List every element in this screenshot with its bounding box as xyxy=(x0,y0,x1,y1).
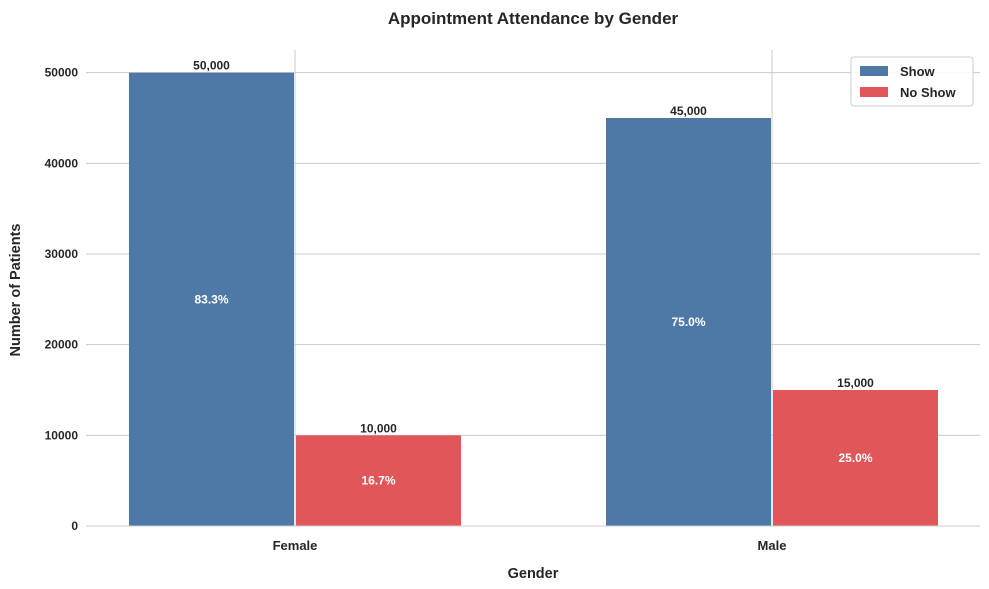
bar xyxy=(296,435,461,526)
bar-value-label: 15,000 xyxy=(837,376,874,390)
axes: 0 10000 20000 30000 40000 50000 Female Male xyxy=(45,66,980,553)
legend-swatch-show xyxy=(860,66,888,76)
y-tick-label: 20000 xyxy=(45,338,79,352)
bar-percent-label: 16.7% xyxy=(361,474,395,488)
bar-value-label: 45,000 xyxy=(670,104,707,118)
bar xyxy=(773,390,938,526)
y-tick-label: 40000 xyxy=(45,156,79,170)
bar-percent-label: 75.0% xyxy=(671,315,705,329)
legend-label-no-show: No Show xyxy=(900,85,956,100)
y-tick-label: 0 xyxy=(71,519,78,533)
bar-percent-label: 83.3% xyxy=(194,292,228,306)
legend-swatch-no-show xyxy=(860,87,888,97)
legend: Show No Show xyxy=(850,56,974,107)
x-tick-label: Male xyxy=(758,538,787,553)
y-tick-label: 30000 xyxy=(45,247,79,261)
bar-percent-label: 25.0% xyxy=(838,451,872,465)
bar xyxy=(606,118,771,526)
bar-value-label: 10,000 xyxy=(360,421,397,435)
chart-title: Appointment Attendance by Gender xyxy=(388,9,679,28)
x-axis-label: Gender xyxy=(508,566,559,582)
legend-label-show: Show xyxy=(900,64,936,79)
y-tick-label: 10000 xyxy=(45,428,79,442)
y-axis-label: Number of Patients xyxy=(8,224,24,357)
y-tick-label: 50000 xyxy=(45,66,79,80)
bar-value-label: 50,000 xyxy=(193,59,230,73)
bar xyxy=(129,72,294,527)
bars xyxy=(129,72,938,527)
x-tick-label: Female xyxy=(273,538,318,553)
data-labels: 50,000 83.3% 45,000 75.0% 10,000 16.7% 15,000 2… xyxy=(193,59,874,488)
